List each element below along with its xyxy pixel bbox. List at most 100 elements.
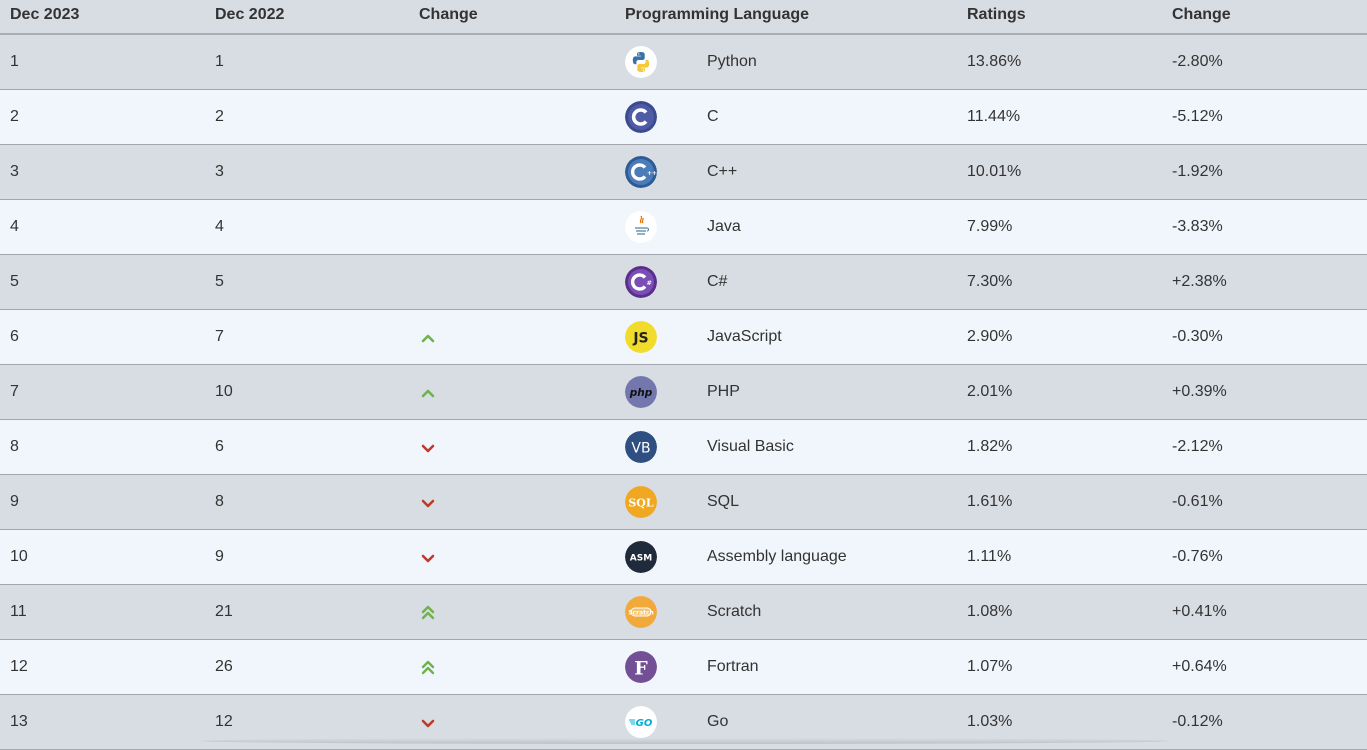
java-icon [625, 211, 657, 243]
language-name: C++ [707, 163, 738, 180]
rank-2023: 4 [10, 218, 19, 235]
table-row[interactable]: 4 4 Java 7.99% -3.83% [0, 200, 1367, 255]
arrow-down-icon [419, 496, 437, 510]
rating-value: 1.61% [967, 493, 1013, 510]
table-row[interactable]: 7 10 php PHP 2.01% +0.39% [0, 365, 1367, 420]
header-rating-change[interactable]: Change [1172, 6, 1231, 23]
language-name: Scratch [707, 603, 762, 620]
svg-text:#: # [647, 279, 652, 287]
double-arrow-up-icon [419, 604, 437, 620]
language-name: C# [707, 273, 728, 290]
header-dec-2022[interactable]: Dec 2022 [215, 6, 285, 23]
arrow-down-icon [419, 716, 437, 730]
rating-change: -5.12% [1172, 108, 1223, 125]
svg-text:JS: JS [632, 331, 648, 347]
rank-2022: 7 [215, 328, 224, 345]
rating-change: -1.92% [1172, 163, 1223, 180]
table-row[interactable]: 9 8 SQL SQL 1.61% -0.61% [0, 475, 1367, 530]
rank-2022: 5 [215, 273, 224, 290]
rating-value: 13.86% [967, 53, 1022, 70]
rank-2022: 26 [215, 658, 233, 675]
rating-value: 2.90% [967, 328, 1013, 345]
rank-2023: 3 [10, 163, 19, 180]
javascript-icon: JS [625, 321, 657, 353]
rating-value: 10.01% [967, 163, 1022, 180]
header-programming-language[interactable]: Programming Language [625, 6, 810, 23]
rating-value: 7.99% [967, 218, 1013, 235]
header-dec-2023[interactable]: Dec 2023 [10, 6, 80, 23]
rating-change: -0.12% [1172, 713, 1223, 730]
svg-text:F: F [634, 658, 648, 680]
table-row[interactable]: 10 9 ASM Assembly language 1.11% -0.76% [0, 530, 1367, 585]
language-name: Visual Basic [707, 438, 794, 455]
svg-text:php: php [629, 387, 653, 399]
svg-text:SQL: SQL [628, 497, 654, 510]
rank-2023: 9 [10, 493, 19, 510]
rank-2022: 6 [215, 438, 224, 455]
language-name: JavaScript [707, 328, 782, 345]
svg-text:VB: VB [631, 441, 650, 457]
c-icon [625, 101, 657, 133]
php-icon: php [625, 376, 657, 408]
svg-text:ASM: ASM [630, 554, 652, 564]
rating-change: +2.38% [1172, 273, 1227, 290]
header-change[interactable]: Change [419, 6, 478, 23]
fortran-icon: F [625, 651, 657, 683]
rating-change: -0.76% [1172, 548, 1223, 565]
svg-text:++: ++ [647, 170, 657, 177]
rating-value: 1.08% [967, 603, 1013, 620]
table-header: Dec 2023 Dec 2022 Change Programming Lan… [0, 0, 1367, 35]
rank-2022: 4 [215, 218, 224, 235]
language-name: Assembly language [707, 548, 847, 565]
rating-change: -2.80% [1172, 53, 1223, 70]
rating-change: -3.83% [1172, 218, 1223, 235]
table-row[interactable]: 8 6 VB Visual Basic 1.82% -2.12% [0, 420, 1367, 475]
double-arrow-up-icon [419, 659, 437, 675]
table-row[interactable]: 1 1 Python 13.86% -2.80% [0, 35, 1367, 90]
rating-value: 2.01% [967, 383, 1013, 400]
rank-2023: 6 [10, 328, 19, 345]
table-row[interactable]: 5 5 # C# 7.30% +2.38% [0, 255, 1367, 310]
table-row[interactable]: 11 21 Scratch Scratch 1.08% +0.41% [0, 585, 1367, 640]
cpp-icon: ++ [625, 156, 657, 188]
header-ratings[interactable]: Ratings [967, 6, 1026, 23]
rank-2022: 1 [215, 53, 224, 70]
rank-2023: 8 [10, 438, 19, 455]
rating-change: +0.64% [1172, 658, 1227, 675]
svg-text:GO: GO [636, 718, 653, 729]
language-name: Go [707, 713, 729, 730]
rating-change: -0.30% [1172, 328, 1223, 345]
language-name: Python [707, 53, 757, 70]
arrow-up-icon [419, 386, 437, 400]
rating-value: 1.03% [967, 713, 1013, 730]
csharp-icon: # [625, 266, 657, 298]
rank-2023: 10 [10, 548, 28, 565]
language-name: SQL [707, 493, 740, 510]
arrow-up-icon [419, 331, 437, 345]
rating-change: -2.12% [1172, 438, 1223, 455]
assembly-icon: ASM [625, 541, 657, 573]
rank-2022: 12 [215, 713, 233, 730]
rating-value: 11.44% [967, 108, 1021, 125]
rating-value: 1.11% [967, 548, 1012, 565]
rank-2023: 2 [10, 108, 19, 125]
rating-value: 1.82% [967, 438, 1013, 455]
sql-icon: SQL [625, 486, 657, 518]
go-icon: GO [625, 706, 657, 738]
arrow-down-icon [419, 441, 437, 455]
rank-2023: 1 [10, 53, 19, 70]
table-row[interactable]: 2 2 C 11.44% -5.12% [0, 90, 1367, 145]
rating-value: 7.30% [967, 273, 1013, 290]
table-row[interactable]: 6 7 JS JavaScript 2.90% -0.30% [0, 310, 1367, 365]
language-name: C [707, 108, 719, 125]
table-row[interactable]: 3 3 ++ C++ 10.01% -1.92% [0, 145, 1367, 200]
rating-change: +0.39% [1172, 383, 1227, 400]
rank-2022: 2 [215, 108, 224, 125]
python-icon [625, 46, 657, 78]
table-row[interactable]: 12 26 F Fortran 1.07% +0.64% [0, 640, 1367, 695]
rating-value: 1.07% [967, 658, 1013, 675]
rating-change: +0.41% [1172, 603, 1227, 620]
rank-2023: 13 [10, 713, 28, 730]
visual-basic-icon: VB [625, 431, 657, 463]
rank-2022: 10 [215, 383, 233, 400]
